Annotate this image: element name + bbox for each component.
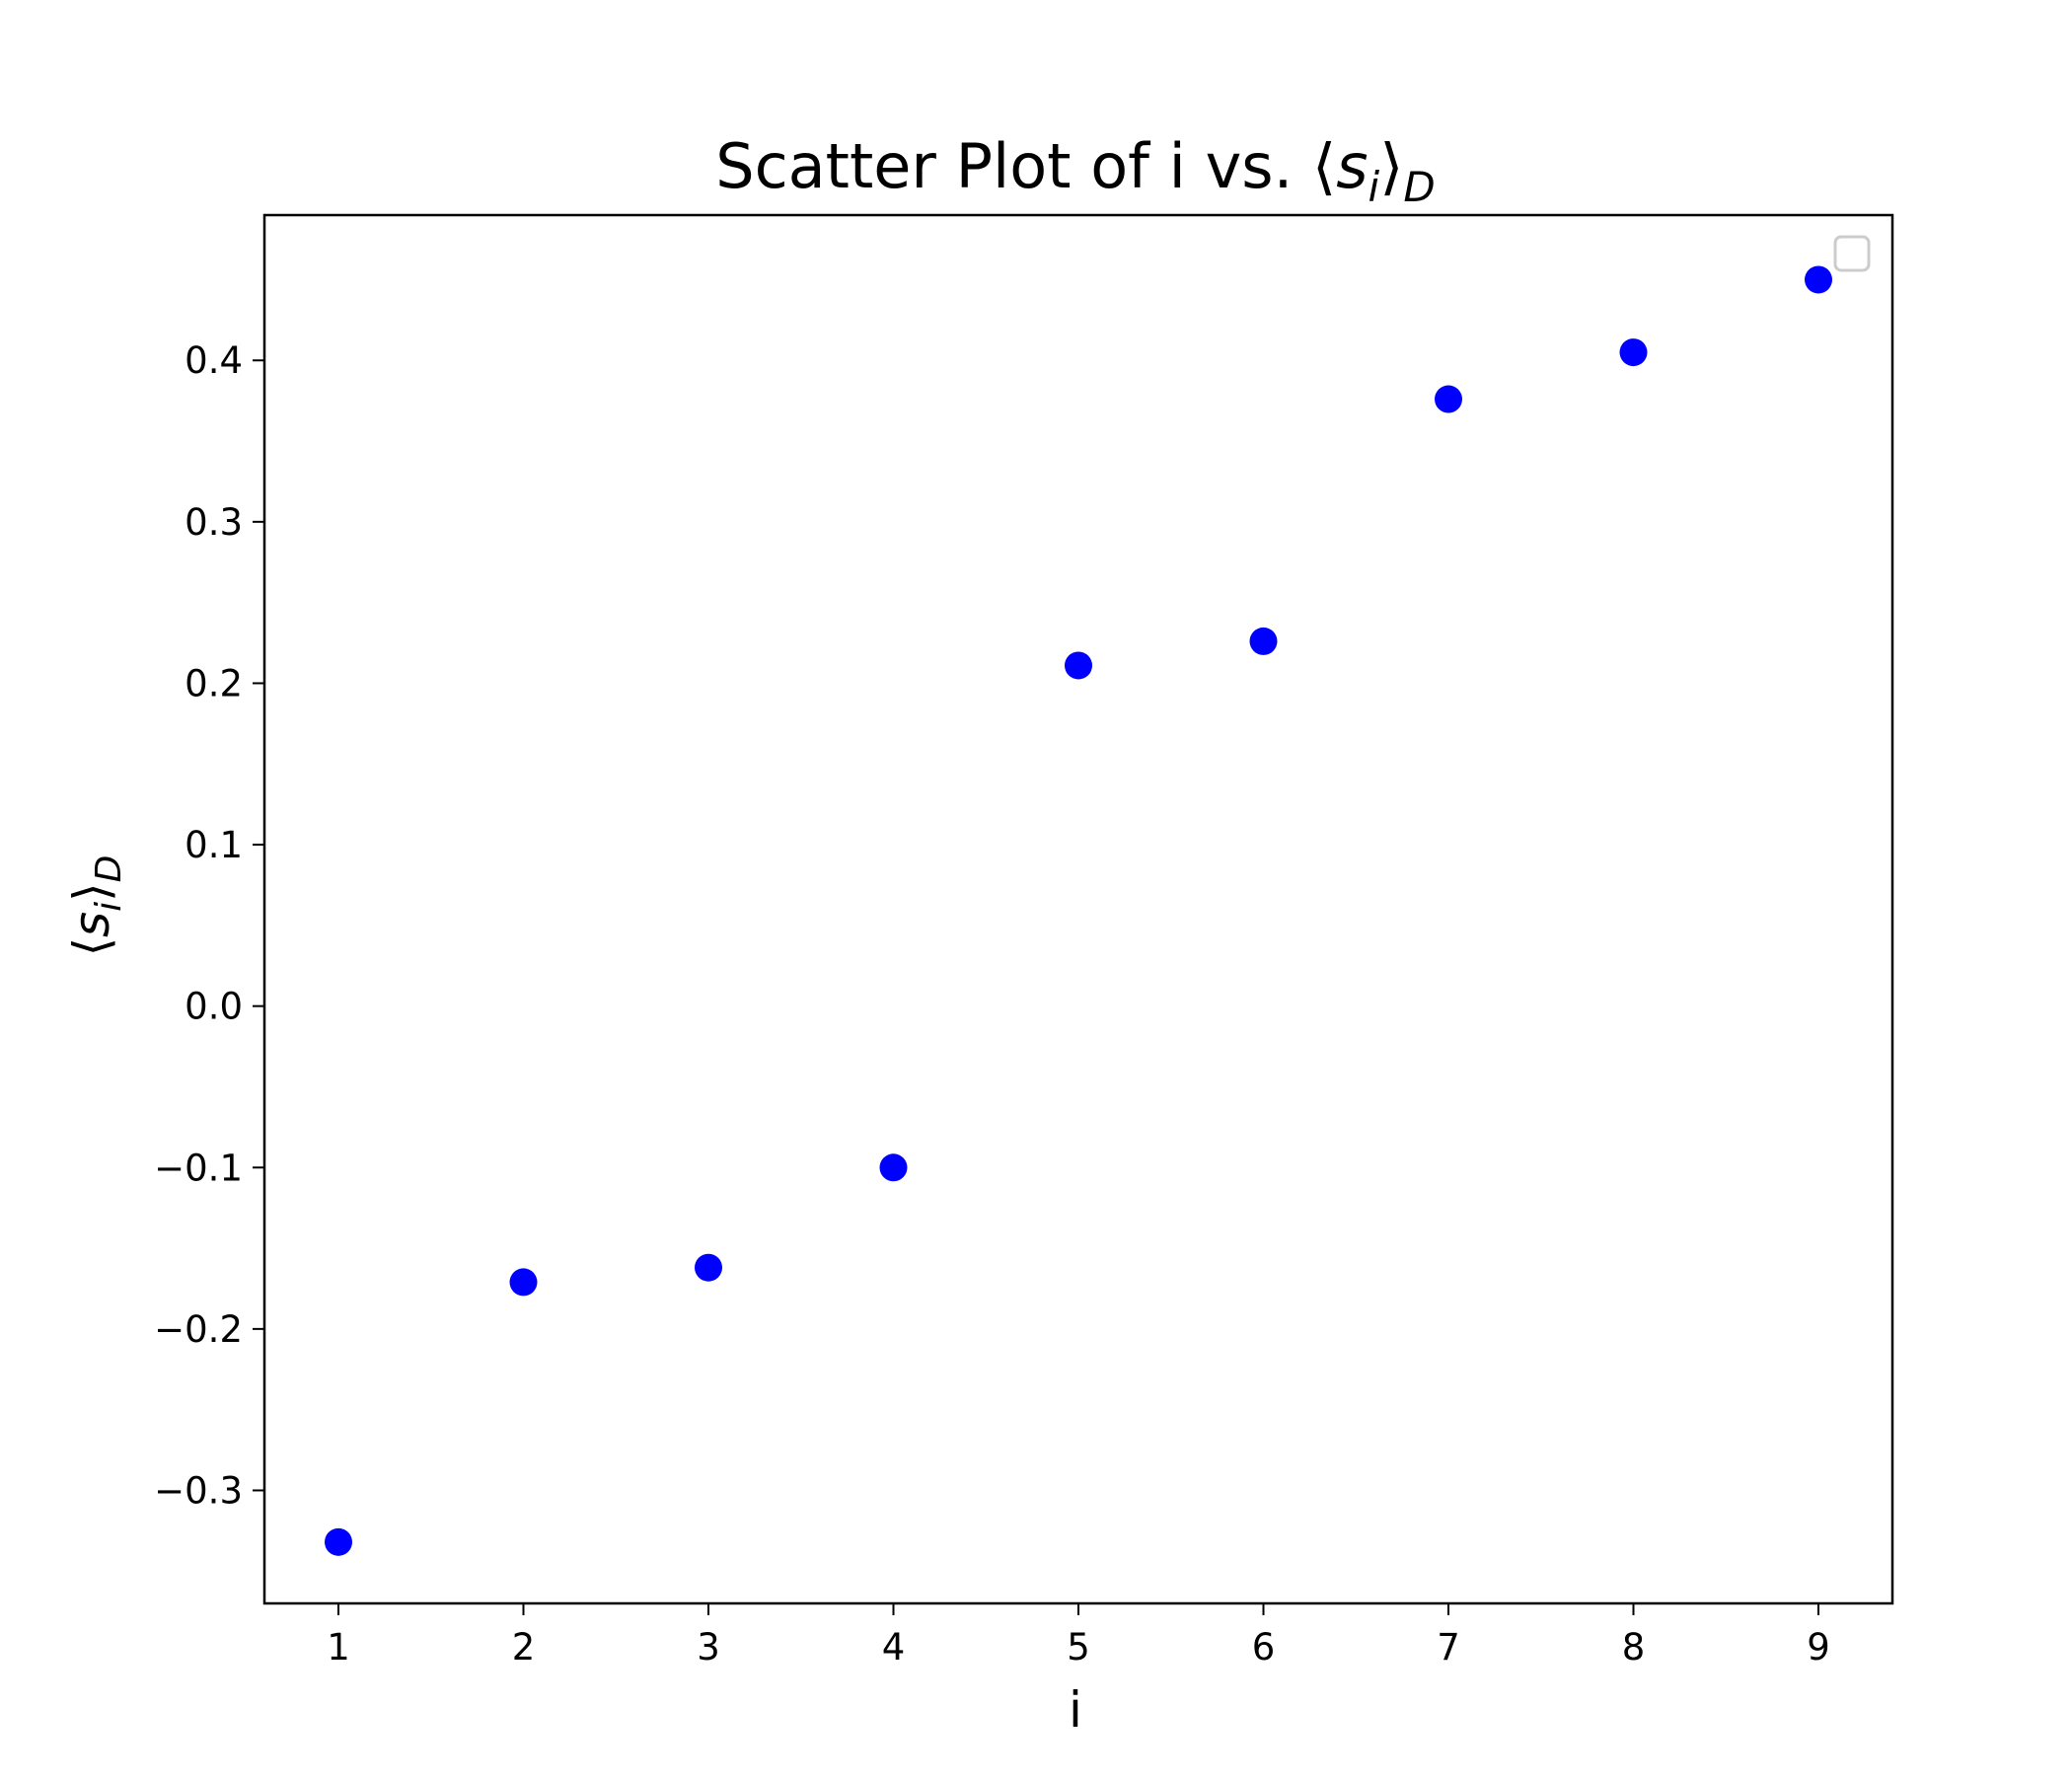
ylabel-outer-sub: D xyxy=(89,855,129,883)
y-tick-label: 0.1 xyxy=(185,824,243,866)
data-point xyxy=(1805,265,1832,294)
y-tick-label: −0.1 xyxy=(154,1147,243,1189)
x-tick-label: 5 xyxy=(1067,1626,1090,1669)
x-tick-label: 1 xyxy=(327,1626,350,1669)
data-points xyxy=(325,265,1832,1556)
x-tick-label: 2 xyxy=(512,1626,536,1669)
x-axis: 1 2 3 4 5 6 7 8 9 xyxy=(327,1603,1830,1669)
data-point xyxy=(509,1268,538,1297)
data-point xyxy=(1619,338,1648,367)
x-tick-label: 6 xyxy=(1252,1626,1276,1669)
ylabel-bracket-close: ⟩ xyxy=(63,882,120,902)
data-point xyxy=(879,1153,908,1182)
data-point xyxy=(695,1253,722,1282)
data-point xyxy=(1249,627,1278,655)
y-tick-label: 0.4 xyxy=(185,339,243,382)
title-bracket-open: ⟨ xyxy=(1312,130,1336,202)
y-tick-label: 0.3 xyxy=(185,501,243,544)
y-tick-label: −0.3 xyxy=(154,1469,243,1512)
x-axis-label: i xyxy=(1069,1681,1082,1739)
title-symbol-sub: i xyxy=(1369,163,1380,211)
y-tick-label: 0.2 xyxy=(185,662,243,705)
chart-title: Scatter Plot of i vs. ⟨si⟩D xyxy=(715,130,1436,211)
data-point xyxy=(1435,385,1462,413)
y-axis-label: ⟨si⟩D xyxy=(63,855,129,957)
x-tick-label: 7 xyxy=(1437,1626,1460,1669)
y-tick-label: 0.0 xyxy=(185,986,243,1028)
data-point xyxy=(1065,651,1092,680)
legend-box xyxy=(1833,235,1871,272)
ylabel-symbol: s xyxy=(63,912,120,937)
title-symbol: s xyxy=(1336,130,1368,202)
title-bracket-close: ⟩ xyxy=(1379,130,1403,202)
svg-text:⟨si⟩D: ⟨si⟩D xyxy=(63,855,129,957)
ylabel-symbol-sub: i xyxy=(89,902,129,912)
x-tick-label: 9 xyxy=(1807,1626,1830,1669)
x-tick-label: 3 xyxy=(697,1626,720,1669)
y-axis: −0.3 −0.2 −0.1 0.0 0.1 0.2 0.3 0.4 xyxy=(154,339,264,1512)
x-tick-label: 4 xyxy=(882,1626,906,1669)
ylabel-bracket-open: ⟨ xyxy=(63,937,120,957)
x-tick-label: 8 xyxy=(1622,1626,1646,1669)
y-tick-label: −0.2 xyxy=(154,1308,243,1351)
data-point xyxy=(325,1527,352,1556)
title-outer-sub: D xyxy=(1403,163,1435,211)
title-main: Scatter Plot of i vs. xyxy=(715,130,1312,202)
